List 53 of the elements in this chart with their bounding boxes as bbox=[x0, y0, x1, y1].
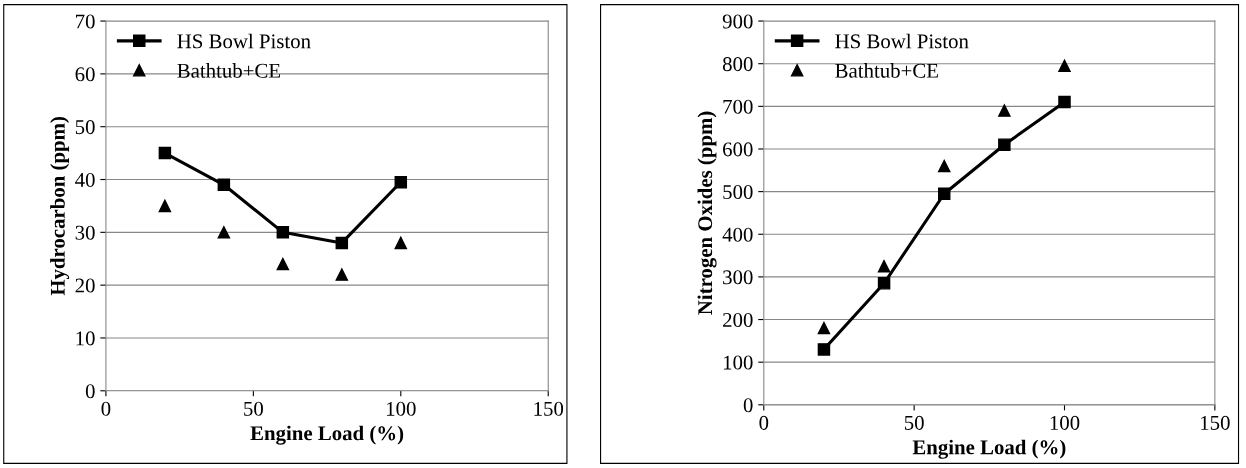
x-tick-label: 50 bbox=[904, 415, 924, 430]
point bbox=[217, 178, 231, 192]
x-tick-label: 150 bbox=[534, 401, 564, 416]
y-tick-label: 50 bbox=[75, 120, 95, 135]
y-axis-title: Nitrogen Oxides (ppm) bbox=[697, 111, 717, 315]
y-tick-label: 30 bbox=[75, 225, 95, 240]
x-tick-label: 0 bbox=[759, 415, 769, 430]
y-tick-label: 20 bbox=[75, 278, 95, 293]
point bbox=[998, 138, 1011, 151]
legend-label: HS Bowl Piston bbox=[835, 33, 969, 49]
point bbox=[817, 343, 831, 356]
y-tick-label: 60 bbox=[75, 67, 95, 82]
y-tick-label: 700 bbox=[723, 99, 753, 114]
x-tick-label: 100 bbox=[387, 401, 416, 416]
point bbox=[158, 199, 172, 213]
y-tick-label: 100 bbox=[723, 355, 753, 370]
x-tick-label: 50 bbox=[244, 401, 263, 416]
point bbox=[158, 146, 172, 160]
point bbox=[217, 226, 231, 239]
x-axis-title: Engine Load (%) bbox=[250, 425, 404, 445]
point bbox=[335, 236, 349, 250]
point bbox=[394, 175, 408, 189]
x-axis-title: Engine Load (%) bbox=[912, 439, 1066, 459]
y-tick-label: 10 bbox=[76, 331, 95, 346]
point bbox=[335, 268, 349, 281]
legend-label: HS Bowl Piston bbox=[177, 33, 311, 49]
legend-label: Bathtub+CE bbox=[835, 63, 938, 78]
point bbox=[877, 259, 891, 273]
y-axis-title: Hydrocarbon (ppm) bbox=[50, 117, 70, 296]
point bbox=[276, 226, 290, 239]
y-tick-label: 600 bbox=[723, 142, 753, 157]
legend-label: Bathtub+CE bbox=[177, 63, 281, 78]
point bbox=[998, 104, 1011, 117]
point bbox=[937, 159, 951, 173]
y-tick-label: 900 bbox=[722, 14, 753, 29]
point bbox=[394, 236, 408, 250]
x-tick-label: 100 bbox=[1050, 415, 1080, 430]
point bbox=[1058, 59, 1071, 73]
point bbox=[276, 257, 290, 271]
y-tick-label: 500 bbox=[723, 184, 753, 200]
x-tick-label: 0 bbox=[101, 401, 111, 416]
y-tick-label: 40 bbox=[75, 172, 95, 187]
point bbox=[877, 277, 891, 290]
y-tick-label: 400 bbox=[722, 227, 753, 242]
point bbox=[1058, 95, 1071, 109]
point bbox=[937, 187, 951, 201]
y-tick-label: 70 bbox=[76, 14, 95, 29]
x-tick-label: 150 bbox=[1201, 415, 1230, 430]
y-tick-label: 300 bbox=[723, 270, 753, 285]
y-tick-label: 200 bbox=[723, 312, 753, 327]
point bbox=[817, 321, 831, 335]
y-tick-label: 800 bbox=[722, 57, 753, 72]
y-tick-label: 0 bbox=[85, 384, 95, 399]
